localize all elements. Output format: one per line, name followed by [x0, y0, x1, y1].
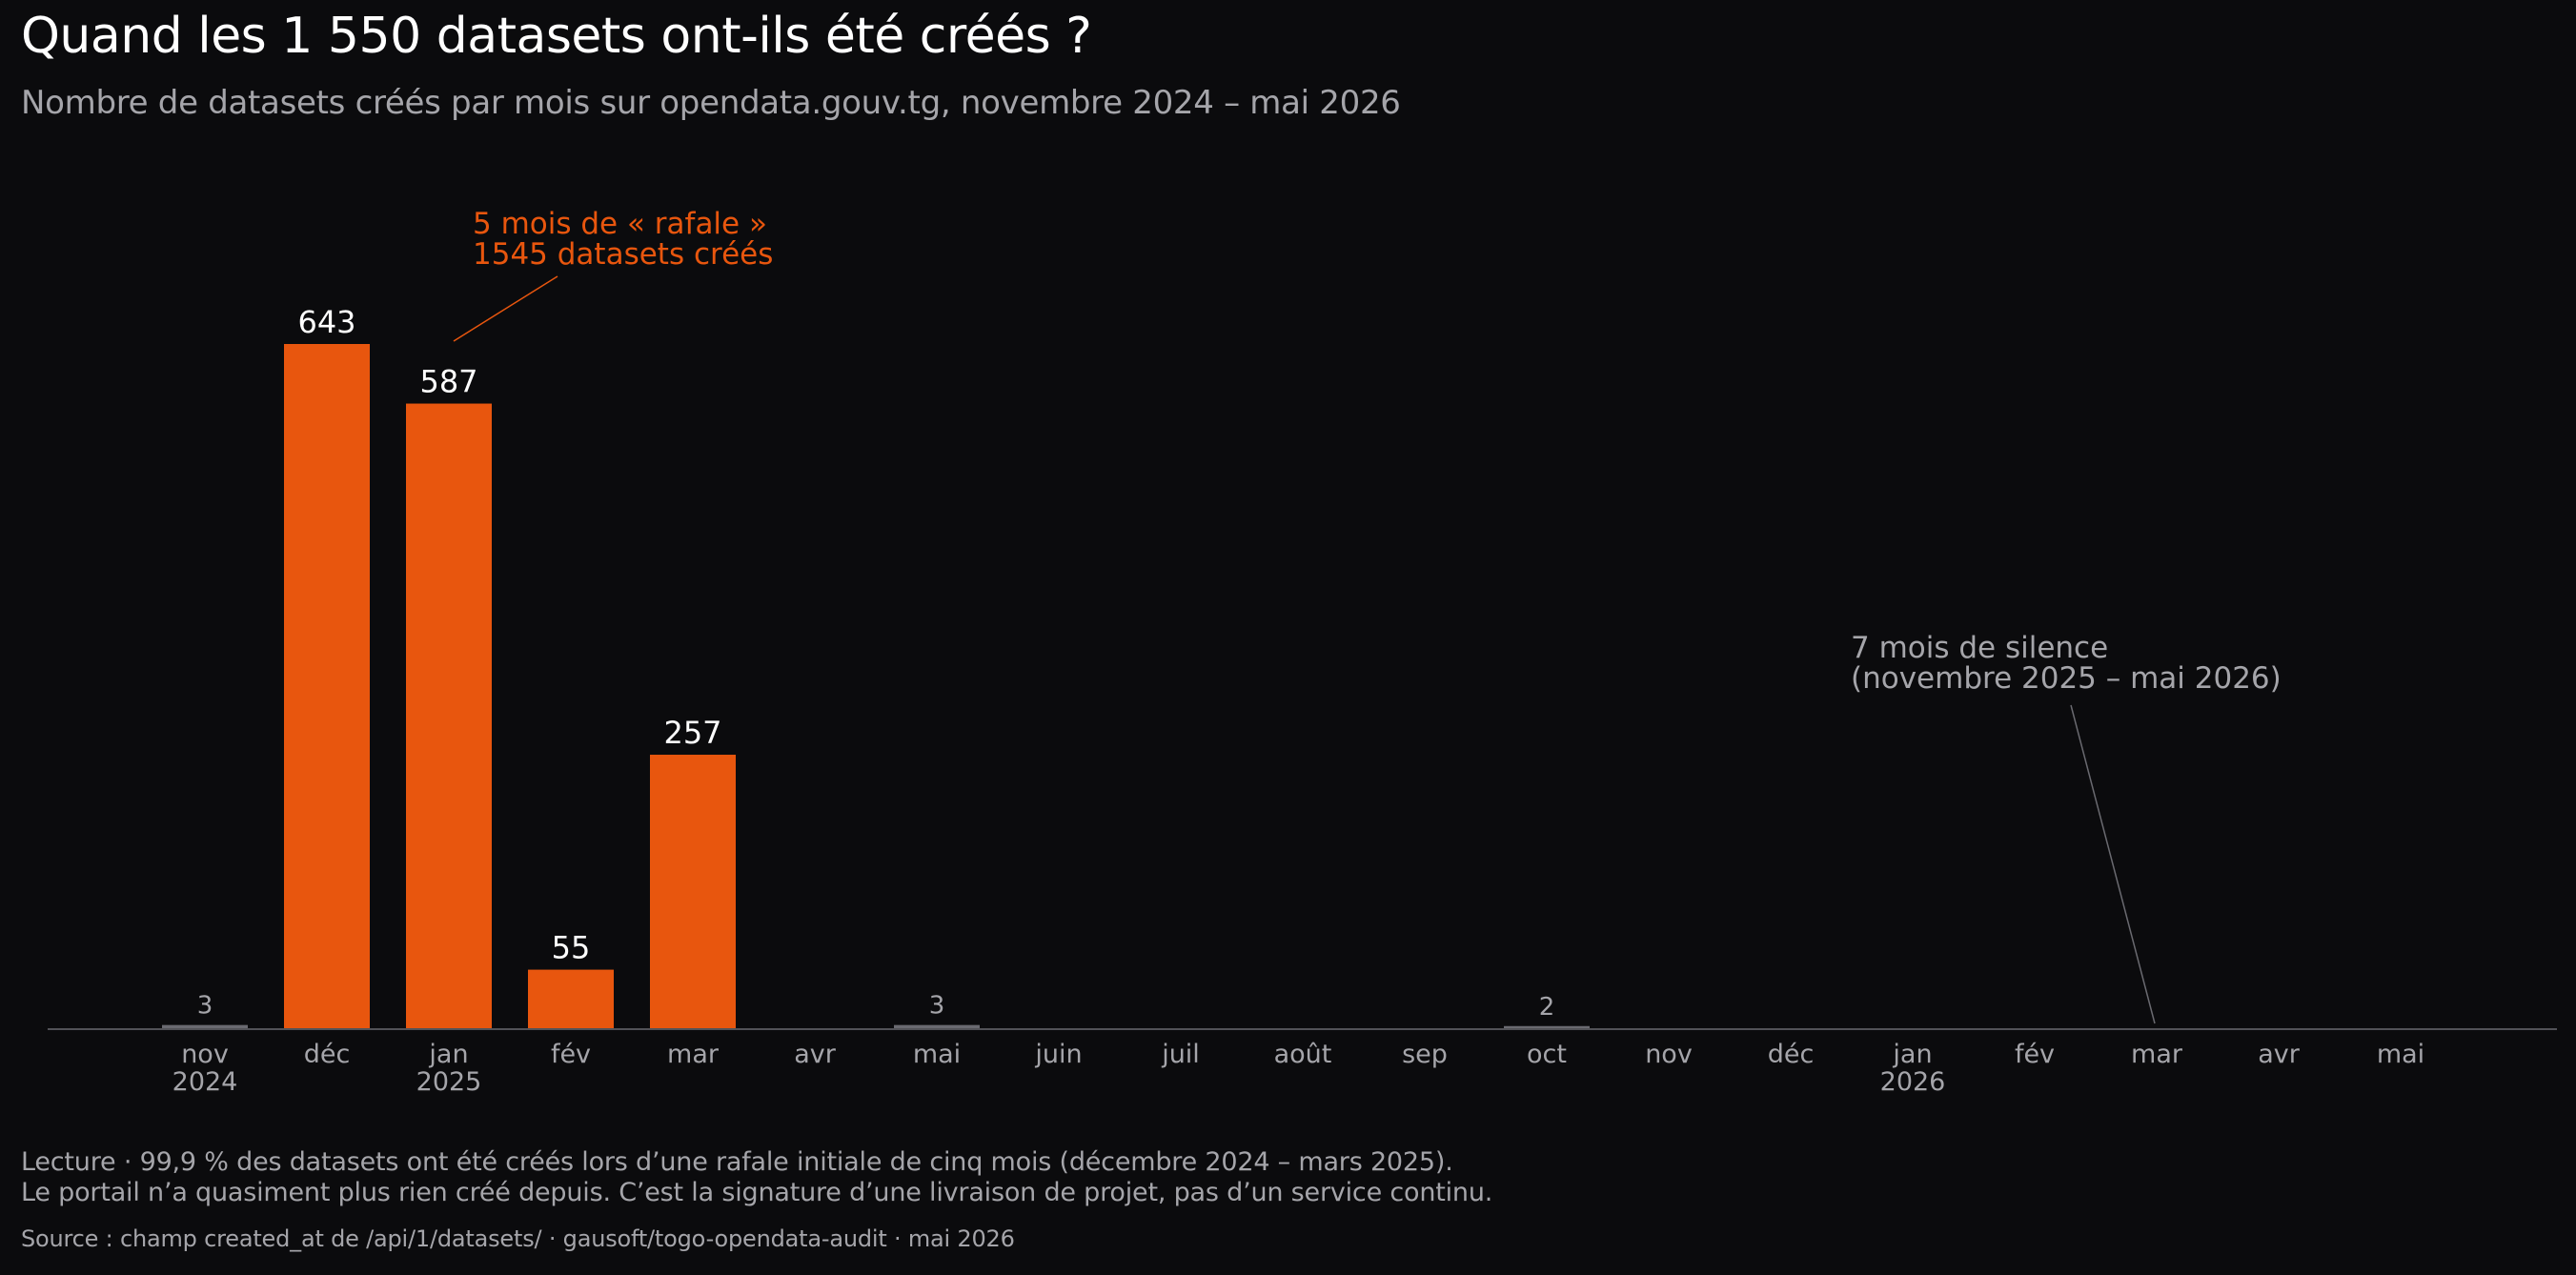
tick-year-label-0: 2024 — [172, 1067, 238, 1097]
tick-label-3: fév — [551, 1040, 591, 1069]
annotation-burst-line-1: 5 mois de « rafale » — [473, 207, 767, 241]
data-label-2: 587 — [419, 364, 477, 400]
tick-label-11: oct — [1527, 1040, 1567, 1069]
tick-label-7: juin — [1034, 1040, 1082, 1069]
annotation-burst-line-2: 1545 datasets créés — [473, 237, 773, 272]
tick-label-14: jan — [1892, 1040, 1932, 1069]
tick-year-label-14: 2026 — [1880, 1067, 1946, 1097]
tick-label-9: août — [1274, 1040, 1332, 1069]
tick-year-label-2: 2025 — [416, 1067, 482, 1097]
bar-2 — [406, 403, 492, 1029]
reading-line-1: Lecture · 99,9 % des datasets ont été cr… — [21, 1147, 1453, 1177]
annotation-silence-line-2: (novembre 2025 – mai 2026) — [1851, 661, 2282, 696]
reading-line-2: Le portail n’a quasiment plus rien créé … — [21, 1178, 1493, 1207]
tick-label-17: avr — [2258, 1040, 2301, 1069]
data-label-3: 55 — [552, 930, 591, 966]
tick-label-15: fév — [2015, 1040, 2055, 1069]
reading-note: Lecture · 99,9 % des datasets ont été cr… — [21, 1147, 1492, 1208]
tick-label-13: déc — [1768, 1040, 1815, 1069]
bar-6 — [894, 1024, 980, 1028]
tick-label-5: avr — [794, 1040, 837, 1069]
tick-label-2: jan — [428, 1040, 468, 1069]
annotation-silence-leader — [2070, 704, 2156, 1024]
data-label-0: 3 — [197, 992, 213, 1021]
chart-title: Quand les 1 550 datasets ont-ils été cré… — [21, 8, 1092, 65]
tick-label-12: nov — [1645, 1040, 1693, 1069]
bar-0 — [162, 1024, 248, 1028]
bar-4 — [650, 755, 736, 1028]
data-label-4: 257 — [663, 715, 721, 751]
data-label-1: 643 — [297, 304, 355, 340]
tick-label-1: déc — [304, 1040, 351, 1069]
tick-label-0: nov — [181, 1040, 229, 1069]
tick-label-18: mai — [2377, 1040, 2424, 1069]
tick-label-6: mai — [913, 1040, 961, 1069]
data-label-6: 3 — [929, 992, 945, 1021]
bar-11 — [1504, 1025, 1590, 1028]
data-label-11: 2 — [1539, 993, 1555, 1022]
bar-1 — [284, 344, 370, 1028]
tick-label-10: sep — [1402, 1040, 1448, 1069]
tick-label-8: juil — [1161, 1040, 1200, 1069]
annotation-silence-line-1: 7 mois de silence — [1851, 631, 2108, 665]
bar-3 — [528, 969, 614, 1028]
tick-label-16: mar — [2131, 1040, 2183, 1069]
source-note: Source : champ created_at de /api/1/data… — [21, 1225, 1015, 1252]
chart-subtitle: Nombre de datasets créés par mois sur op… — [21, 84, 1401, 122]
annotation-burst-leader — [453, 275, 558, 342]
tick-label-4: mar — [667, 1040, 720, 1069]
